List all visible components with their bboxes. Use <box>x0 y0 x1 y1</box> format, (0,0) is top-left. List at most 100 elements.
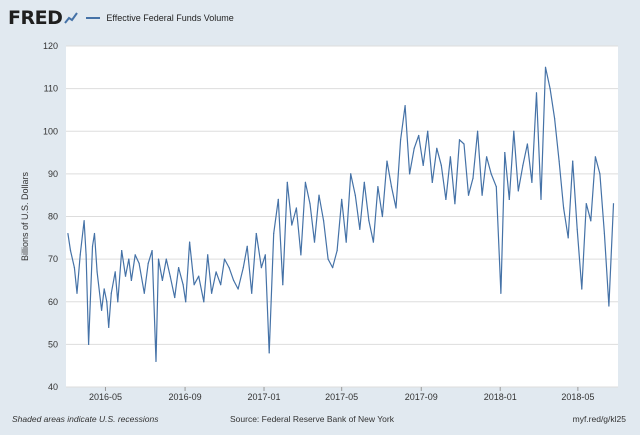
data-point <box>350 173 352 175</box>
data-point <box>93 232 96 235</box>
x-tick-label: 2017-01 <box>248 392 281 402</box>
data-point <box>413 147 415 149</box>
x-tick-label: 2018-05 <box>561 392 594 402</box>
data-point <box>96 271 98 273</box>
data-point <box>422 164 424 166</box>
data-point <box>73 267 76 269</box>
data-point <box>526 143 529 145</box>
data-point <box>220 284 222 286</box>
data-point <box>603 232 606 235</box>
data-point <box>594 156 596 158</box>
data-point <box>85 254 87 256</box>
data-point <box>106 301 108 303</box>
x-tick-label: 2017-09 <box>405 392 438 402</box>
data-point <box>223 258 226 260</box>
line-chart: 40 50 60 70 80 90 100 110 120 2016-05 2016-09 2017… <box>20 41 618 402</box>
short-link[interactable]: myf.red/g/kl25 <box>572 414 626 424</box>
series-layer <box>67 66 615 363</box>
data-point <box>409 173 411 175</box>
y-tick-label: 100 <box>43 126 58 136</box>
data-point <box>103 288 105 290</box>
data-point <box>147 262 149 264</box>
fred-logo[interactable]: FRED <box>8 7 79 29</box>
data-point <box>193 284 195 286</box>
data-point <box>291 224 293 226</box>
data-point <box>436 147 438 149</box>
data-point <box>268 352 270 354</box>
data-point <box>233 279 235 282</box>
data-point <box>535 92 538 94</box>
data-point <box>110 292 112 294</box>
chart-header: FRED Effective Federal Funds Volume <box>8 6 628 30</box>
data-point <box>481 194 483 196</box>
data-point <box>322 220 325 222</box>
data-point <box>128 258 130 260</box>
data-point <box>69 250 72 252</box>
data-point <box>363 181 365 183</box>
data-point <box>427 130 429 132</box>
data-point <box>130 279 132 282</box>
data-point <box>544 66 547 68</box>
data-point <box>273 232 275 235</box>
data-point <box>454 203 456 205</box>
data-point <box>327 258 329 260</box>
data-point <box>445 198 447 201</box>
source-credit: Source: Federal Reserve Bank of New York <box>230 414 394 424</box>
data-point <box>189 241 191 243</box>
data-point <box>463 143 465 145</box>
data-point <box>476 130 479 132</box>
data-point <box>83 220 85 222</box>
data-point <box>449 156 451 158</box>
data-point <box>161 279 164 282</box>
data-point <box>318 194 320 196</box>
data-point <box>513 130 515 132</box>
data-point <box>608 305 610 307</box>
data-point <box>76 292 78 294</box>
y-tick-label: 80 <box>48 212 58 222</box>
data-point <box>508 198 510 201</box>
x-tick-label: 2017-05 <box>325 392 358 402</box>
y-tick-label: 50 <box>48 339 58 349</box>
chart-footer: Shaded areas indicate U.S. recessions So… <box>12 414 628 428</box>
data-point <box>198 275 200 277</box>
data-point <box>88 343 90 345</box>
data-point <box>576 228 578 230</box>
y-tick-label: 60 <box>48 297 58 307</box>
data-point <box>100 309 103 311</box>
data-point <box>381 215 384 218</box>
data-point <box>500 292 502 294</box>
data-point <box>332 267 334 269</box>
data-point <box>138 262 140 264</box>
data-point <box>567 237 569 239</box>
data-point <box>399 139 402 141</box>
data-point <box>490 173 492 175</box>
data-point <box>114 271 116 273</box>
data-point <box>237 288 239 290</box>
x-tick-label: 2016-09 <box>169 392 202 402</box>
data-point <box>151 250 153 252</box>
data-point <box>295 207 297 209</box>
data-point <box>345 241 347 243</box>
data-point <box>246 245 248 247</box>
data-point <box>282 284 284 286</box>
data-point <box>251 292 253 294</box>
data-point <box>91 245 94 247</box>
data-point <box>431 181 433 183</box>
data-point <box>255 232 257 235</box>
data-point <box>185 301 187 303</box>
data-point <box>178 267 180 269</box>
data-point <box>486 156 488 158</box>
data-point <box>472 177 474 179</box>
data-point <box>341 198 343 201</box>
data-point <box>277 198 279 201</box>
data-point <box>260 267 263 269</box>
data-point <box>67 232 69 235</box>
data-point <box>590 220 592 222</box>
data-point <box>215 271 217 273</box>
data-point <box>207 254 209 256</box>
data-point <box>395 207 397 209</box>
data-point <box>558 160 560 162</box>
y-tick-label: 110 <box>44 84 58 94</box>
data-point <box>517 190 519 192</box>
data-point <box>211 292 213 294</box>
